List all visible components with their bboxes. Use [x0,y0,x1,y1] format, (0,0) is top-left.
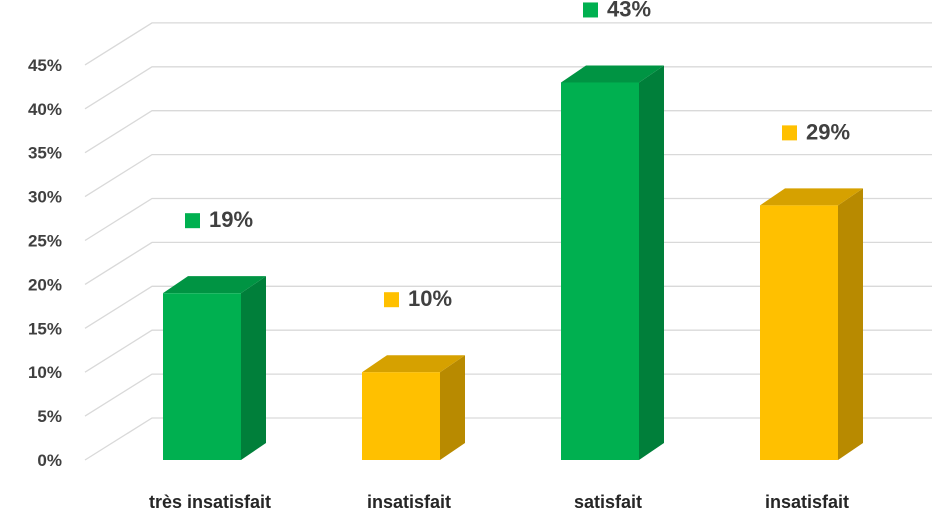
bar [760,188,863,460]
y-tick-label: 45% [28,56,62,75]
gridline [84,66,932,110]
x-axis: très insatisfait insatisfait satisfait insa… [149,492,849,512]
bar [163,276,266,460]
data-label-text: 10% [408,286,452,311]
bar-top [163,276,266,294]
y-tick-label: 35% [28,144,62,163]
x-tick-label: insatisfait [765,492,849,512]
bar-front [163,293,241,460]
x-tick-label: insatisfait [367,492,451,512]
bar [362,355,465,460]
bar-front [760,205,838,460]
bars [163,65,863,461]
gridlines [84,22,932,461]
gridline [84,22,932,66]
x-tick-label: satisfait [574,492,642,512]
y-tick-label: 20% [28,275,62,294]
gridline [84,373,932,417]
gridline [84,153,932,198]
gridline [84,285,932,329]
y-tick-label: 40% [28,100,62,119]
gridline [84,417,932,461]
y-tick-label: 10% [28,363,62,382]
y-tick-label: 0% [37,451,62,470]
bar [561,65,664,461]
legend-key-icon [384,292,399,308]
bar-side [838,188,863,460]
bar-top [760,188,863,206]
legend-key-icon [782,125,797,141]
gridline [84,329,932,373]
legend-key-icon [185,213,200,229]
data-label-text: 19% [209,207,253,232]
x-tick-label: très insatisfait [149,492,271,512]
bar-top [561,65,664,83]
gridline [84,110,932,154]
y-tick-label: 30% [28,188,62,207]
data-label: 10% [384,286,452,311]
data-label: 19% [185,207,253,232]
data-label-text: 43% [607,0,651,21]
data-labels: 19% 10% 43% 29% [185,0,850,311]
y-tick-label: 15% [28,319,62,338]
bar-front [362,372,440,460]
legend-key-icon [583,2,598,18]
data-label: 43% [583,0,651,21]
gridline [84,197,932,242]
y-axis: 0% 5% 10% 15% 20% 25% 30% 35% 40% 45% [28,56,62,470]
bar-side [639,65,664,461]
bar-side [241,276,266,460]
bar-top [362,355,465,373]
gridline [84,241,932,285]
y-tick-label: 5% [37,407,62,426]
data-label: 29% [782,119,850,144]
data-label-text: 29% [806,119,850,144]
bar-front [561,82,639,461]
y-tick-label: 25% [28,232,62,251]
bar-side [440,355,465,460]
